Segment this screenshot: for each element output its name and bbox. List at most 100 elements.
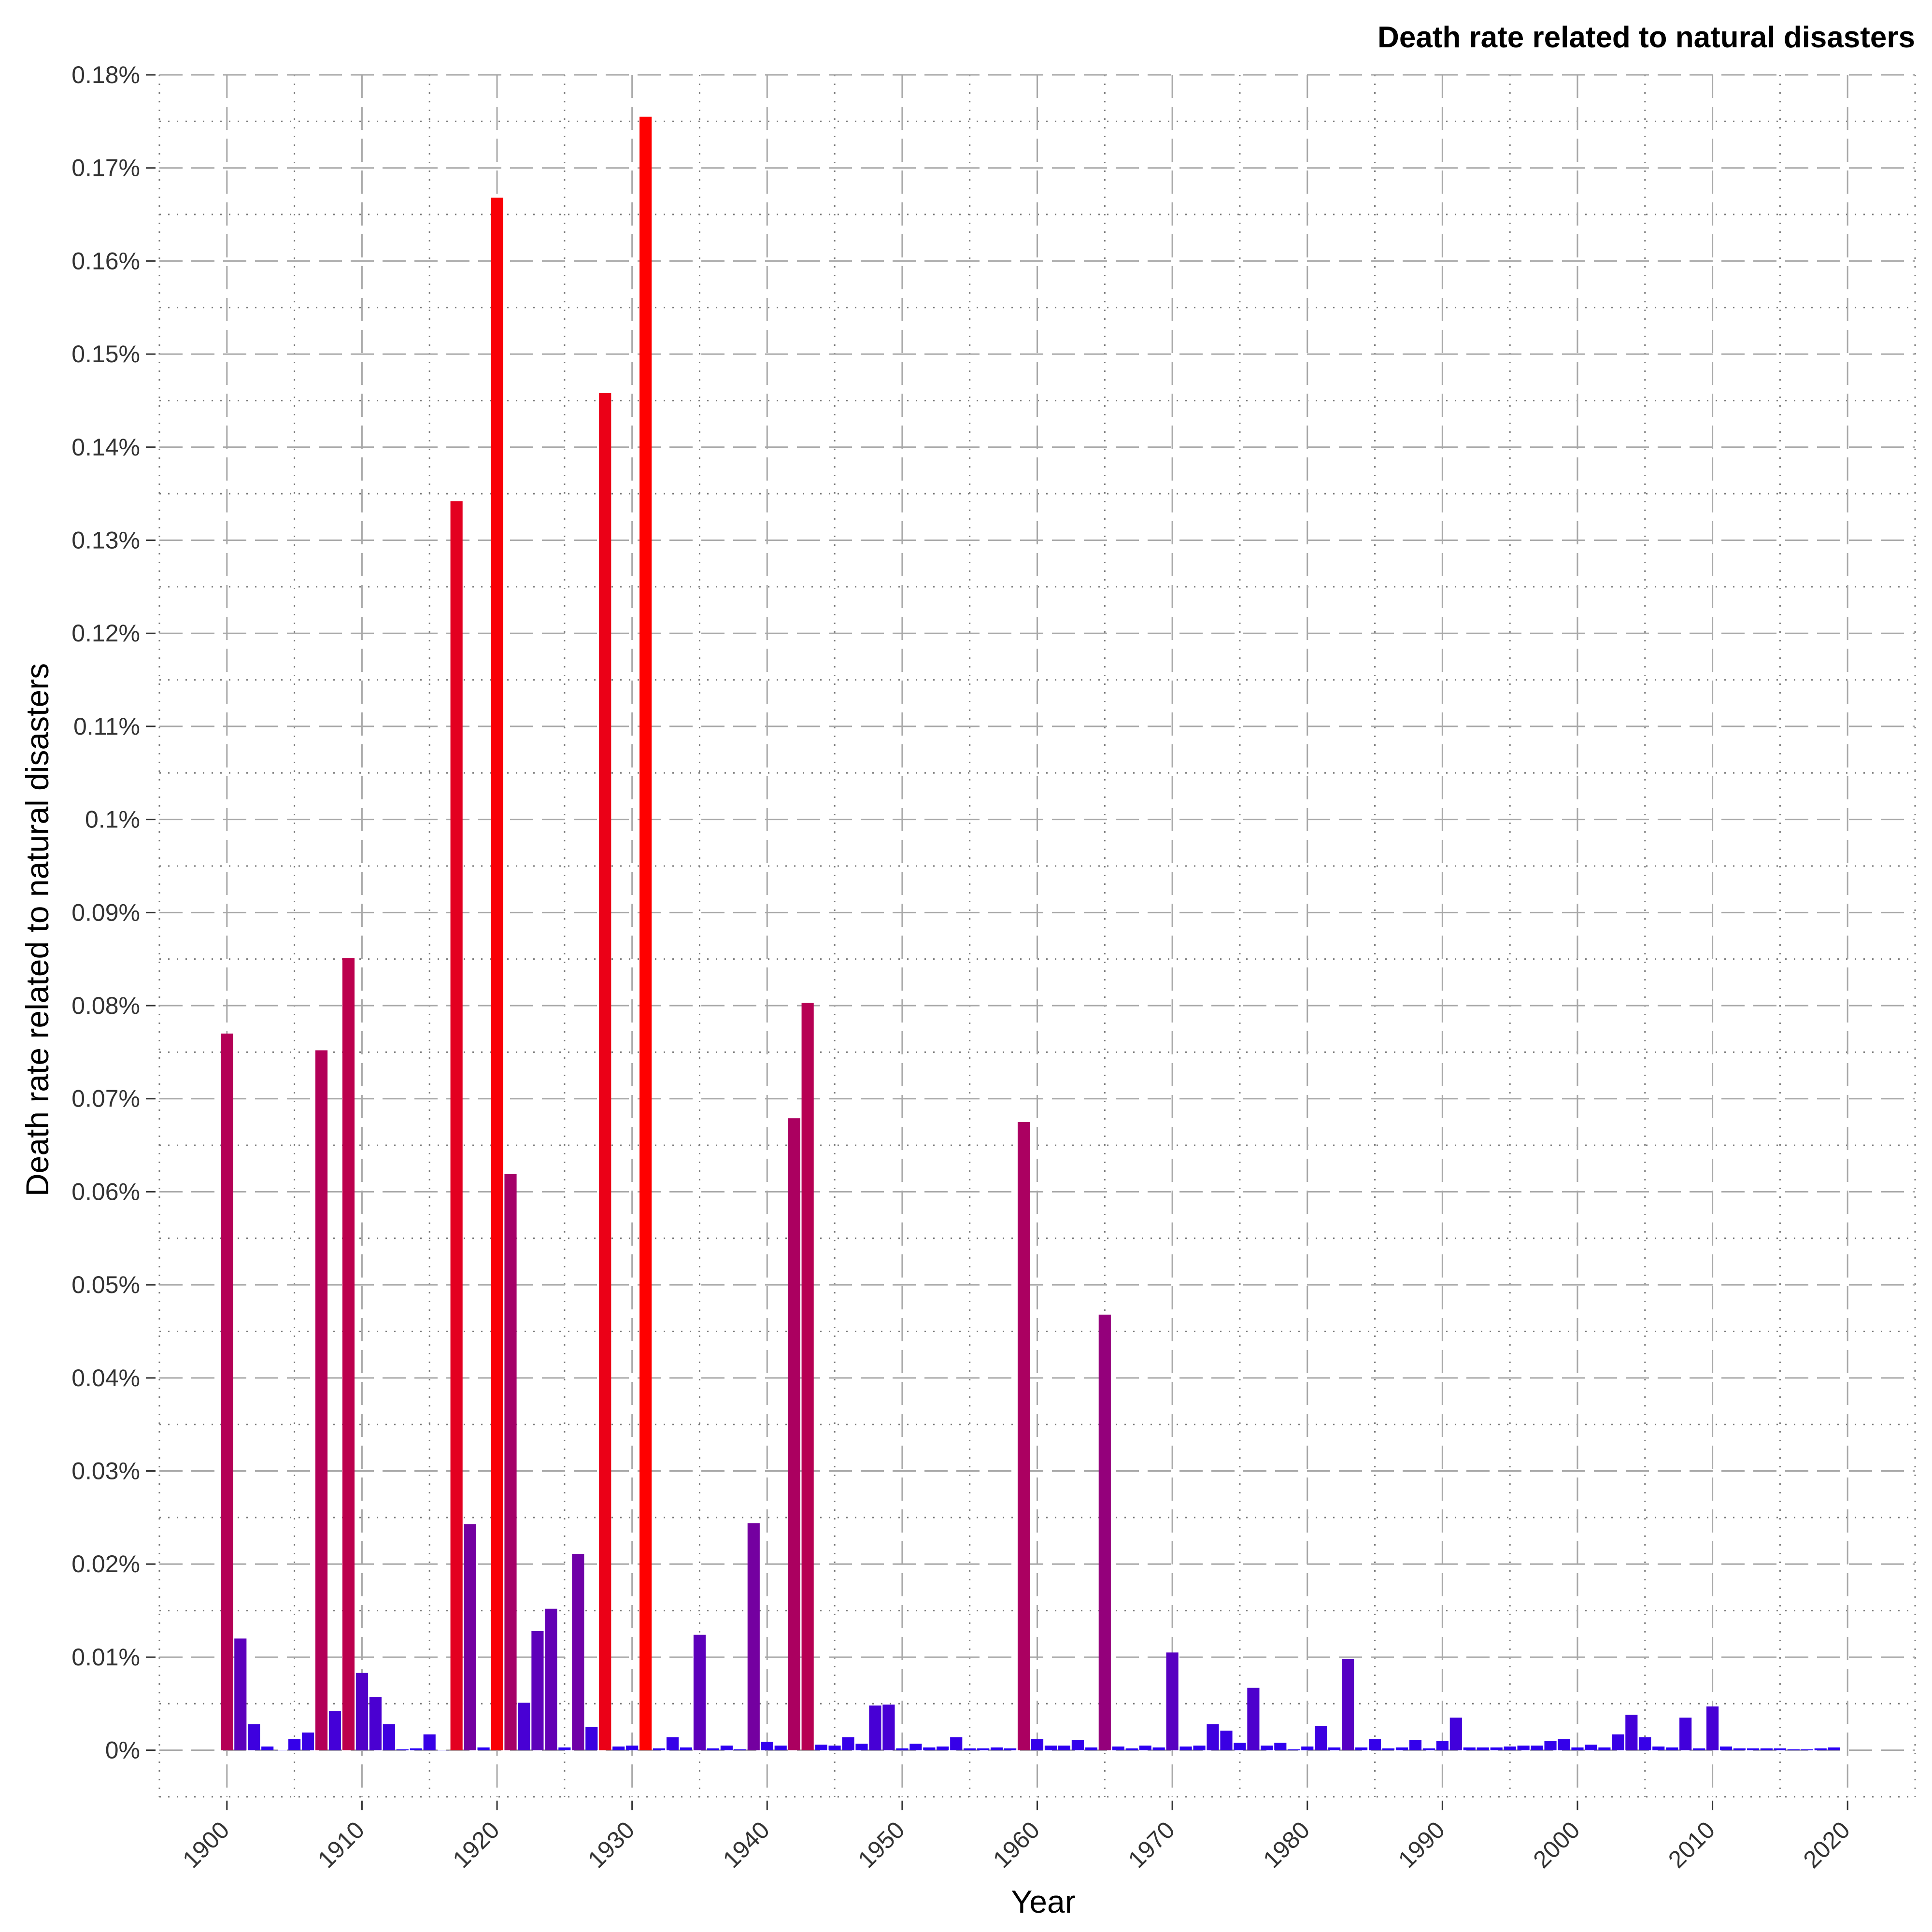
bar-2005 xyxy=(1639,1737,1651,1750)
grid-lines xyxy=(158,74,1916,1798)
bar-1979 xyxy=(1288,1749,1300,1750)
bar-1959 xyxy=(1017,1122,1030,1750)
y-tick-label: 0.09% xyxy=(71,899,140,926)
bar-1975 xyxy=(1234,1743,1246,1750)
y-tick-label: 0.04% xyxy=(71,1364,140,1392)
bar-1977 xyxy=(1261,1746,1273,1750)
bar-1932 xyxy=(653,1748,666,1750)
y-tick-label: 0.11% xyxy=(73,713,140,740)
bar-2010 xyxy=(1706,1706,1719,1750)
x-axis-title: Year xyxy=(1011,1884,1075,1919)
bar-1922 xyxy=(518,1703,530,1750)
bar-1919 xyxy=(477,1747,490,1750)
bar-1972 xyxy=(1193,1746,1206,1750)
bar-2008 xyxy=(1679,1718,1692,1750)
bar-1997 xyxy=(1531,1746,1543,1750)
bar-1957 xyxy=(991,1747,1003,1750)
y-tick-label: 0.03% xyxy=(71,1458,140,1485)
bar-1955 xyxy=(964,1748,976,1750)
bar-1910 xyxy=(355,1673,369,1750)
y-tick-label: 0.07% xyxy=(71,1085,140,1112)
bar-2011 xyxy=(1719,1746,1733,1750)
y-tick-label: 0.13% xyxy=(71,527,140,554)
bar-1918 xyxy=(464,1524,476,1750)
bar-1999 xyxy=(1558,1739,1570,1750)
y-tick-label: 0.14% xyxy=(71,434,140,461)
bar-1942 xyxy=(788,1118,800,1750)
bar-1917 xyxy=(450,501,463,1750)
bar-1993 xyxy=(1477,1747,1489,1750)
bar-2001 xyxy=(1585,1745,1597,1750)
bar-1937 xyxy=(720,1746,733,1750)
bar-1928 xyxy=(599,393,611,1750)
bar-1941 xyxy=(774,1746,787,1750)
bar-2002 xyxy=(1598,1747,1611,1750)
bar-1961 xyxy=(1044,1746,1057,1750)
bar-1954 xyxy=(950,1737,963,1750)
y-tick-label: 0.12% xyxy=(71,620,140,647)
bar-1967 xyxy=(1125,1748,1138,1750)
bar-1940 xyxy=(761,1742,773,1750)
bar-1944 xyxy=(815,1745,827,1750)
bar-1991 xyxy=(1449,1718,1462,1750)
bar-1974 xyxy=(1220,1731,1233,1750)
bar-2007 xyxy=(1666,1747,1678,1750)
bar-1901 xyxy=(234,1638,247,1750)
bar-1947 xyxy=(855,1744,868,1750)
bar-1985 xyxy=(1368,1739,1381,1750)
y-tick-label: 0% xyxy=(105,1737,140,1764)
bar-1933 xyxy=(666,1737,679,1750)
y-axis-title: Death rate related to natural disasters xyxy=(19,663,55,1196)
y-tick-label: 0.08% xyxy=(71,992,140,1019)
bar-2012 xyxy=(1733,1748,1746,1750)
bar-1969 xyxy=(1152,1747,1165,1750)
bar-1913 xyxy=(396,1749,409,1750)
bar-1924 xyxy=(545,1608,557,1750)
bar-1923 xyxy=(531,1631,544,1750)
bar-1982 xyxy=(1328,1747,1341,1750)
y-tick-label: 0.17% xyxy=(71,155,140,182)
bar-2006 xyxy=(1652,1746,1665,1750)
bar-1950 xyxy=(896,1748,909,1750)
bar-1971 xyxy=(1179,1746,1192,1750)
bar-1995 xyxy=(1504,1746,1516,1750)
bar-1980 xyxy=(1301,1746,1314,1750)
bar-1987 xyxy=(1395,1747,1408,1750)
bar-2019 xyxy=(1828,1747,1840,1750)
bar-1998 xyxy=(1544,1741,1557,1750)
bar-1981 xyxy=(1315,1726,1327,1750)
bar-1964 xyxy=(1085,1747,1097,1750)
bar-1938 xyxy=(734,1749,746,1750)
bar-1936 xyxy=(707,1748,720,1750)
bar-1951 xyxy=(909,1744,922,1750)
bar-1948 xyxy=(869,1705,881,1750)
bar-1911 xyxy=(369,1697,382,1750)
bar-1983 xyxy=(1342,1659,1354,1750)
y-axis-tick-labels: 0% 0.01% 0.02% 0.03% 0.04% 0.05% 0.06% 0.07% 0.0… xyxy=(71,61,156,1764)
y-tick-label: 0.15% xyxy=(71,341,140,368)
bar-1953 xyxy=(937,1746,949,1750)
bar-2017 xyxy=(1801,1749,1813,1750)
bar-1956 xyxy=(977,1748,990,1750)
y-tick-label: 0.06% xyxy=(71,1178,140,1205)
y-tick-label: 0.05% xyxy=(71,1271,140,1298)
y-tick-label: 0.01% xyxy=(71,1644,140,1671)
bar-1966 xyxy=(1112,1746,1124,1750)
y-tick-label: 0.1% xyxy=(85,806,140,833)
bar-2015 xyxy=(1774,1748,1786,1750)
bar-1958 xyxy=(1004,1748,1017,1750)
bar-1939 xyxy=(747,1523,760,1750)
bar-1943 xyxy=(801,1003,814,1750)
bar-1908 xyxy=(328,1711,341,1750)
bar-1927 xyxy=(585,1727,598,1750)
bar-2004 xyxy=(1625,1715,1638,1750)
bar-1945 xyxy=(828,1746,841,1750)
bar-1929 xyxy=(612,1746,625,1750)
bar-1912 xyxy=(383,1724,395,1750)
bar-1902 xyxy=(248,1724,260,1750)
bar-1926 xyxy=(572,1554,584,1750)
bar-1900 xyxy=(221,1033,233,1750)
bar-1960 xyxy=(1031,1739,1044,1750)
